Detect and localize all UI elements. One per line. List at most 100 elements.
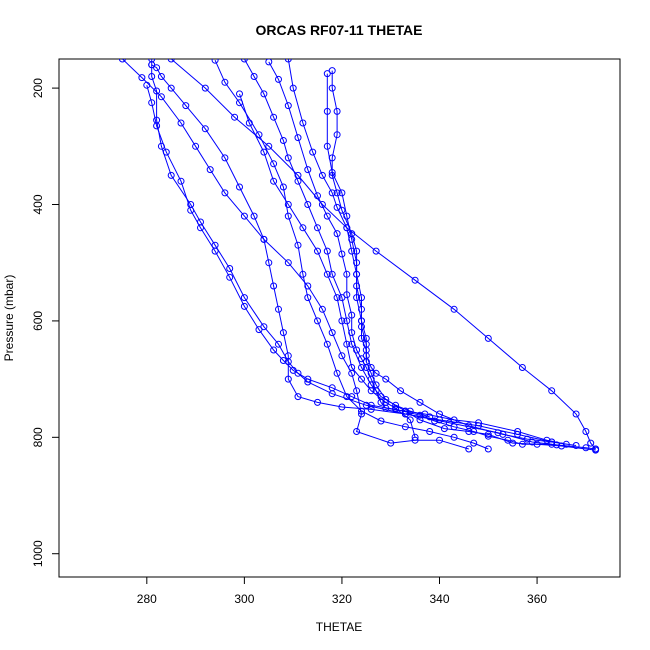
series-line [122, 59, 469, 450]
data-point [338, 403, 346, 411]
data-point [153, 64, 161, 72]
data-point [587, 439, 595, 447]
data-point [411, 276, 419, 284]
data-point [270, 282, 278, 290]
x-tick-label: 360 [527, 592, 547, 606]
data-point [314, 224, 321, 232]
data-point [338, 189, 346, 197]
y-axis-label: Pressure (mbar) [2, 275, 16, 362]
data-point [323, 270, 331, 278]
data-point [245, 119, 253, 127]
series-10 [328, 67, 370, 366]
data-point [333, 294, 341, 302]
data-point [284, 154, 292, 162]
data-point [348, 329, 356, 337]
data-point [328, 270, 336, 278]
data-point [358, 410, 365, 418]
data-point [270, 177, 278, 185]
data-point [377, 393, 385, 401]
data-point [484, 445, 492, 453]
data-point [484, 430, 492, 438]
data-point [343, 270, 351, 278]
data-point [397, 387, 404, 395]
data-point [167, 84, 175, 92]
data-point [201, 125, 209, 133]
y-tick-label: 800 [31, 427, 45, 447]
data-point [323, 247, 331, 255]
data-point [279, 329, 287, 337]
data-point [250, 73, 258, 80]
data-point [236, 90, 243, 98]
data-point [372, 381, 380, 389]
data-point [343, 340, 351, 348]
data-point [323, 70, 331, 78]
x-tick-label: 300 [234, 592, 254, 606]
data-point [411, 436, 419, 444]
data-point [348, 369, 356, 377]
y-axis: 200 400 600 800 1000 [31, 78, 60, 567]
x-axis: 280 300 320 340 360 [137, 576, 547, 606]
data-point [294, 134, 302, 142]
data-point [358, 305, 365, 313]
series-line [331, 70, 367, 362]
data-point [240, 212, 248, 220]
data-point [118, 59, 126, 63]
data-point [387, 439, 395, 447]
data-point [279, 137, 287, 144]
data-point [484, 334, 492, 342]
data-point [323, 142, 331, 150]
data-point [182, 102, 190, 110]
data-point [148, 73, 156, 80]
data-point [260, 148, 268, 156]
data-point [221, 78, 229, 86]
data-point [465, 445, 473, 453]
data-point [260, 90, 268, 98]
data-point [333, 131, 341, 139]
data-point [475, 422, 482, 430]
data-point [323, 107, 331, 115]
data-point [372, 247, 380, 255]
data-point [275, 340, 282, 348]
data-point [572, 410, 580, 418]
x-axis-label: THETAE [316, 620, 362, 634]
data-point [236, 183, 243, 191]
data-point [221, 189, 229, 197]
series-layer [118, 59, 600, 454]
data-point [299, 270, 307, 278]
data-point [304, 375, 312, 383]
data-point [255, 326, 263, 334]
data-point [343, 393, 351, 401]
data-point [338, 206, 346, 214]
data-point [279, 357, 287, 364]
data-point [392, 401, 400, 409]
data-point [450, 305, 458, 313]
y-tick-label: 400 [31, 194, 45, 214]
data-point [353, 428, 361, 435]
data-point [265, 59, 273, 66]
data-point [231, 113, 239, 121]
data-point [299, 119, 307, 127]
data-point [401, 423, 409, 431]
data-point [211, 247, 219, 255]
data-point [333, 369, 341, 377]
data-point [240, 302, 248, 310]
data-point [177, 177, 185, 185]
data-point [382, 375, 390, 383]
data-point [157, 93, 165, 101]
data-point [323, 212, 331, 220]
data-point [304, 166, 312, 174]
data-point [328, 67, 336, 75]
data-point [572, 442, 580, 449]
data-point [509, 439, 517, 447]
data-point [309, 148, 317, 156]
data-point [177, 119, 185, 127]
data-point [358, 364, 365, 371]
data-point [197, 224, 204, 232]
data-point [426, 413, 434, 421]
data-point [323, 340, 331, 348]
data-point [148, 99, 156, 107]
data-point [348, 311, 356, 319]
x-tick-label: 340 [429, 592, 449, 606]
data-point [401, 410, 409, 418]
